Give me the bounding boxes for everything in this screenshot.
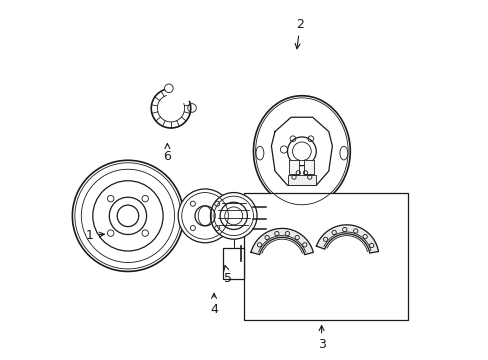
Bar	[223, 248, 244, 279]
Bar	[289, 160, 299, 174]
Ellipse shape	[253, 96, 349, 207]
Ellipse shape	[255, 146, 264, 160]
Text: 6: 6	[163, 144, 171, 163]
Ellipse shape	[339, 146, 347, 160]
Bar	[287, 175, 316, 185]
Bar	[304, 160, 314, 174]
Text: 3: 3	[317, 326, 325, 351]
Text: 5: 5	[224, 265, 232, 285]
Circle shape	[210, 193, 257, 239]
Text: 4: 4	[210, 293, 218, 316]
Text: 1: 1	[85, 229, 104, 242]
Text: 2: 2	[295, 18, 304, 49]
Polygon shape	[316, 225, 378, 253]
Circle shape	[178, 189, 231, 243]
Bar	[244, 193, 407, 320]
Polygon shape	[250, 229, 313, 255]
